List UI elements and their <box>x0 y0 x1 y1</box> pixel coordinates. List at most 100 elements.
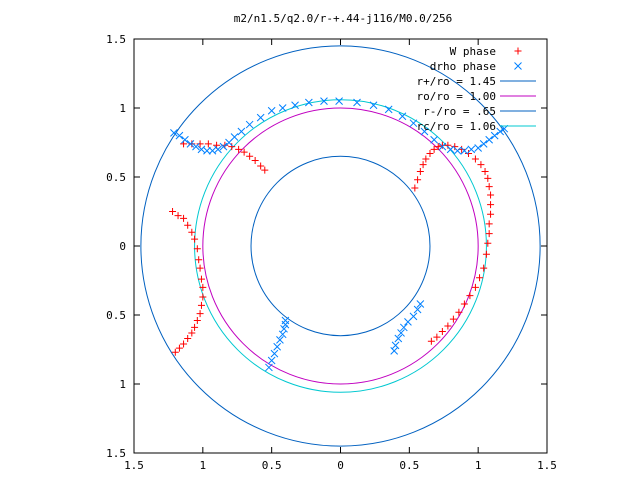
data-point <box>267 106 276 115</box>
data-point <box>320 97 328 105</box>
data-point <box>394 334 403 343</box>
data-point <box>485 183 493 191</box>
data-point <box>235 145 243 153</box>
x-tick-label: 1 <box>200 459 207 472</box>
data-point <box>369 101 378 110</box>
data-point <box>397 329 405 337</box>
data-point <box>422 155 430 163</box>
data-point <box>251 156 259 164</box>
data-point <box>273 342 282 351</box>
data-point <box>460 146 469 155</box>
data-point <box>496 127 505 136</box>
data-point <box>414 176 422 184</box>
data-point <box>196 264 204 272</box>
data-point <box>481 167 489 175</box>
data-point <box>485 220 493 228</box>
data-point <box>196 310 204 318</box>
data-point <box>186 140 195 148</box>
data-point <box>214 145 222 154</box>
data-point <box>184 334 192 342</box>
data-point <box>477 161 485 169</box>
data-point <box>191 323 199 331</box>
data-point <box>197 275 205 283</box>
x-tick-label: 0 <box>337 459 344 472</box>
x-tick-label: 0.5 <box>262 459 282 472</box>
data-point <box>404 318 412 326</box>
data-point <box>430 145 438 153</box>
data-point <box>487 191 495 199</box>
data-point <box>438 142 447 151</box>
legend: W phase drho phase r+/ro = 1.45 ro/ro = 1.0… <box>417 45 536 133</box>
data-point <box>416 167 424 175</box>
data-point <box>193 245 201 253</box>
data-point <box>409 119 418 128</box>
series-0 <box>169 140 495 356</box>
data-point <box>453 146 462 155</box>
data-point <box>484 174 492 182</box>
data-point <box>196 140 204 148</box>
x-tick-label: 1.5 <box>537 459 557 472</box>
data-point <box>195 256 203 264</box>
data-point <box>451 143 459 151</box>
data-point <box>199 293 207 301</box>
x-tick-label: 0.5 <box>399 459 419 472</box>
data-point <box>474 144 483 152</box>
data-point <box>175 131 184 140</box>
data-point <box>265 363 273 372</box>
data-point <box>304 98 313 107</box>
data-point <box>490 131 499 140</box>
data-point <box>353 98 361 107</box>
data-point <box>384 105 393 114</box>
data-point <box>444 322 452 330</box>
legend-label: W phase <box>450 45 496 58</box>
data-point <box>427 337 435 345</box>
radius-circle-2 <box>250 155 431 337</box>
y-tick-label: 0 <box>119 240 126 253</box>
data-point <box>446 145 455 154</box>
data-point <box>203 146 211 155</box>
chart-title: m2/n1.5/q2.0/r-+.44-j116/M0.0/256 <box>234 12 453 25</box>
data-point <box>430 135 438 144</box>
data-point <box>449 315 457 323</box>
data-point <box>245 120 254 129</box>
data-point <box>175 344 183 352</box>
data-point <box>193 317 201 325</box>
data-point <box>181 135 189 144</box>
data-point <box>391 341 400 350</box>
data-point <box>169 208 177 215</box>
data-point <box>170 128 178 137</box>
data-point <box>479 140 488 148</box>
data-point <box>237 127 246 136</box>
data-point <box>291 101 299 110</box>
y-tick-label: 1 <box>119 378 126 391</box>
data-point <box>471 283 479 291</box>
legend-label: ro/ro = 1.00 <box>417 90 496 103</box>
data-point <box>411 184 419 192</box>
data-point <box>230 133 239 141</box>
data-point <box>460 300 468 308</box>
data-point <box>482 250 490 258</box>
legend-marker <box>514 47 522 55</box>
data-point <box>180 340 188 348</box>
y-tick-label: 0.5 <box>106 309 126 322</box>
data-point <box>444 141 452 149</box>
data-point <box>276 335 284 344</box>
radius-circle-1 <box>202 107 479 385</box>
data-point <box>199 283 207 291</box>
data-point <box>426 150 434 158</box>
data-point <box>188 140 196 148</box>
data-point <box>197 301 205 309</box>
axis-ticks: 1.5 1 0.5 0 0.5 1 1.51.510.500.511.5 <box>106 33 557 472</box>
data-point <box>192 142 200 151</box>
data-point <box>208 146 217 155</box>
data-point <box>398 112 407 121</box>
legend-label: r-/ro = .65 <box>423 105 496 118</box>
x-tick-label: 1 <box>475 459 482 472</box>
data-point <box>180 214 188 222</box>
data-point <box>281 316 290 325</box>
data-point <box>256 113 265 122</box>
y-tick-label: 0.5 <box>106 171 126 184</box>
y-tick-label: 1.5 <box>106 33 126 46</box>
data-point <box>485 230 493 238</box>
